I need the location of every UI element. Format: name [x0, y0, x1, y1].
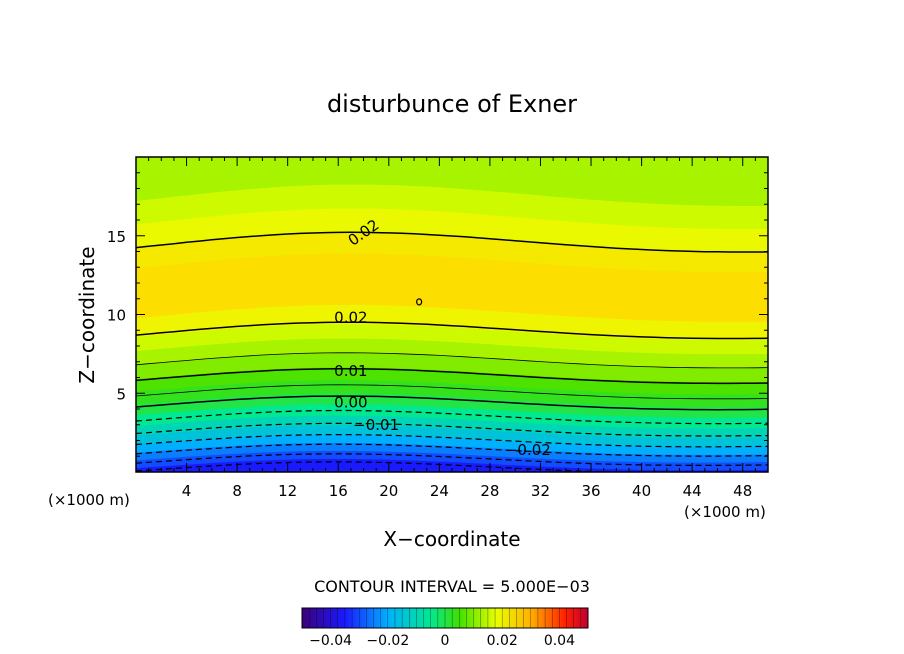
x-tick-label: 28: [480, 482, 499, 500]
contour-label-5: −0.02: [505, 441, 551, 459]
contour-line-5: [136, 409, 768, 425]
x-tick-label: 24: [430, 482, 449, 500]
contour-label-2: 0.01: [334, 362, 367, 380]
y-tick-label: 15: [107, 228, 126, 246]
contour-line-6: [136, 395, 768, 411]
contour-line-2: [136, 443, 768, 457]
x-tick-label: 44: [683, 482, 702, 500]
x-tick-label: 12: [278, 482, 297, 500]
x-tick-label: 32: [531, 482, 550, 500]
x-unit-label-right: (×1000 m): [684, 503, 766, 521]
x-axis-title: X−coordinate: [383, 527, 520, 551]
x-tick-label: 40: [632, 482, 651, 500]
colorbar-stripes: [308, 608, 582, 628]
x-unit-label-left: (×1000 m): [48, 491, 130, 509]
contour-line-3: [136, 434, 768, 448]
contour-line-10: [136, 321, 768, 340]
colorbar-tick-label: 0.02: [487, 633, 518, 649]
contour-line-8: [136, 368, 768, 385]
contour-line-11: [136, 231, 768, 253]
contour-interval-text: CONTOUR INTERVAL = 5.000E−03: [314, 577, 590, 596]
y-axis-ticks: 5 10 15: [107, 172, 768, 457]
chart-title: disturbunce of Exner: [327, 90, 577, 118]
y-axis-title: Z−coordinate: [75, 246, 99, 383]
contour-loop: [416, 298, 423, 306]
contour-line-4: [136, 422, 768, 437]
colorbar: −0.04 −0.02 0 0.02 0.04: [301, 607, 589, 649]
x-tick-label: 48: [733, 482, 752, 500]
colorbar-tick-label: 0.04: [544, 633, 575, 649]
x-tick-label: 16: [329, 482, 348, 500]
colorbar-tick-label: −0.02: [366, 633, 409, 649]
contour-lines: [136, 231, 768, 472]
y-tick-label: 5: [116, 385, 126, 403]
contour-line-0: [136, 461, 638, 472]
contour-label-1: 0.02: [334, 309, 367, 327]
x-tick-label: 20: [379, 482, 398, 500]
x-axis-ticks: 4 8 12 16 20 24 28 32 36 40 44 48: [148, 157, 756, 500]
contour-band-18: [136, 157, 768, 206]
contour-line-9: [136, 352, 768, 369]
colorbar-tick-labels: −0.04 −0.02 0 0.02 0.04: [309, 633, 575, 649]
colorbar-tick-label: −0.04: [309, 633, 352, 649]
colorbar-tick-label: 0: [441, 633, 450, 649]
contour-label-3: 0.00: [334, 394, 367, 412]
y-tick-label: 10: [107, 307, 126, 325]
x-tick-label: 8: [232, 482, 242, 500]
contour-line-1: [136, 453, 768, 466]
x-tick-label: 36: [581, 482, 600, 500]
contour-label-4: −0.01: [353, 416, 399, 434]
x-tick-label: 4: [182, 482, 192, 500]
contour-fill-bands: [136, 157, 768, 472]
contour-line-7: [136, 384, 768, 400]
contour-labels: 0.020.020.010.00−0.01−0.02: [334, 216, 551, 459]
